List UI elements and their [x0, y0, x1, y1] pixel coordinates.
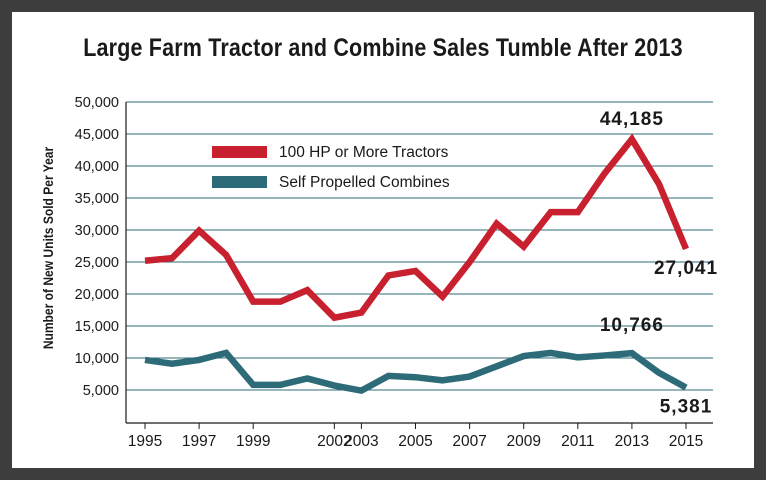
- y-tick-label: 40,000: [75, 159, 119, 175]
- legend-label-combines: Self Propelled Combines: [279, 174, 450, 191]
- legend-swatch-tractors: [212, 146, 267, 158]
- y-tick-label: 20,000: [75, 287, 119, 303]
- x-tick-label: 2005: [398, 433, 432, 450]
- y-axis-ticks: 5,000 10,000 15,000 20,000 25,000 30,000 35,00…: [75, 95, 119, 399]
- gridlines: [126, 101, 713, 391]
- y-tick-label: 25,000: [75, 255, 119, 271]
- x-tick-label: 2015: [669, 433, 703, 450]
- y-tick-label: 10,000: [75, 351, 119, 367]
- x-tick-label: 2009: [506, 433, 540, 450]
- y-tick-label: 35,000: [75, 191, 119, 207]
- data-annotation: 44,185: [600, 109, 664, 130]
- data-annotation: 5,381: [660, 397, 713, 418]
- y-tick-label: 45,000: [75, 127, 119, 143]
- data-annotation: 10,766: [600, 315, 664, 336]
- x-tick-label: 2013: [615, 433, 649, 450]
- combines-series-line: [144, 349, 688, 395]
- legend-label-tractors: 100 HP or More Tractors: [279, 144, 449, 161]
- legend-swatch-combines: [212, 176, 267, 188]
- y-tick-label: 30,000: [75, 223, 119, 239]
- y-tick-label: 5,000: [83, 383, 119, 399]
- x-tick-label: 2003: [344, 433, 378, 450]
- legend: 100 HP or More Tractors Self Propelled Co…: [212, 144, 450, 191]
- chart-title: Large Farm Tractor and Combine Sales Tum…: [83, 34, 683, 62]
- x-tick-label: 2011: [561, 433, 594, 450]
- data-annotation: 27,041: [654, 258, 718, 279]
- x-tick-label: 2007: [452, 433, 486, 450]
- y-axis-label: Number of New Units Sold Per Year: [40, 147, 56, 349]
- x-tick-label: 1999: [236, 433, 270, 450]
- annotations: 44,185 27,041 10,766 5,381: [600, 109, 718, 418]
- x-tick-label: 2002: [317, 433, 351, 450]
- series-lines: [144, 133, 690, 395]
- y-tick-label: 15,000: [75, 319, 119, 335]
- x-tick-label: 1997: [182, 433, 216, 450]
- x-tick-label: 1995: [128, 433, 162, 450]
- axes: [125, 102, 713, 424]
- y-tick-label: 50,000: [75, 95, 119, 111]
